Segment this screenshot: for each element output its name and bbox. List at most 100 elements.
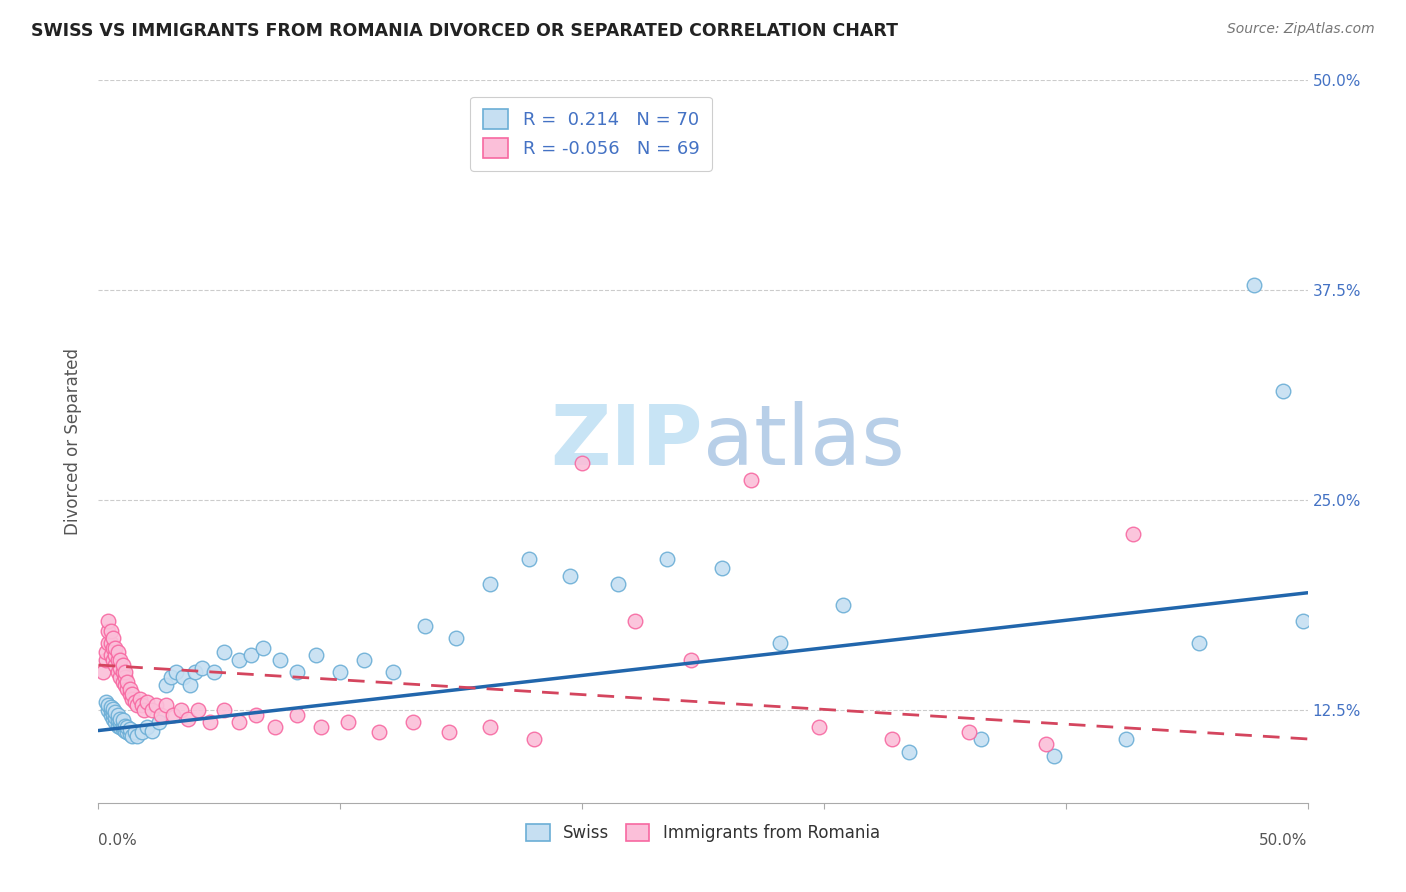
Point — [104, 715, 127, 730]
Point — [100, 636, 122, 650]
Point — [107, 653, 129, 667]
Point — [285, 708, 308, 723]
Point — [204, 665, 226, 679]
Point — [655, 552, 678, 566]
Point — [134, 703, 156, 717]
Point — [128, 691, 150, 706]
Point — [100, 708, 122, 723]
Point — [104, 705, 127, 719]
Point — [239, 648, 262, 662]
Point — [121, 729, 143, 743]
Point — [121, 691, 143, 706]
Point — [184, 665, 207, 679]
Point — [1035, 737, 1057, 751]
Point — [118, 727, 141, 741]
Point — [228, 715, 250, 730]
Point — [111, 714, 134, 728]
Point — [114, 670, 136, 684]
Point — [558, 569, 581, 583]
Point — [624, 615, 647, 629]
Point — [285, 665, 308, 679]
Point — [100, 648, 122, 662]
Point — [402, 715, 425, 730]
Point — [107, 708, 129, 723]
Point — [607, 577, 630, 591]
Point — [124, 725, 146, 739]
Point — [150, 708, 173, 723]
Point — [179, 678, 201, 692]
Point — [198, 715, 221, 730]
Point — [336, 715, 359, 730]
Point — [108, 712, 131, 726]
Point — [127, 729, 149, 743]
Point — [104, 658, 127, 673]
Point — [382, 665, 405, 679]
Point — [155, 698, 177, 713]
Point — [127, 698, 149, 713]
Point — [353, 653, 375, 667]
Point — [571, 456, 593, 470]
Point — [880, 731, 903, 746]
Point — [111, 658, 134, 673]
Point — [104, 641, 127, 656]
Point — [135, 720, 157, 734]
Point — [117, 725, 139, 739]
Point — [114, 723, 136, 738]
Point — [114, 678, 136, 692]
Point — [169, 703, 191, 717]
Point — [740, 473, 762, 487]
Point — [111, 674, 134, 689]
Text: SWISS VS IMMIGRANTS FROM ROMANIA DIVORCED OR SEPARATED CORRELATION CHART: SWISS VS IMMIGRANTS FROM ROMANIA DIVORCE… — [31, 22, 898, 40]
Point — [100, 703, 122, 717]
Point — [269, 653, 291, 667]
Point — [131, 698, 153, 713]
Point — [769, 636, 792, 650]
Point — [101, 641, 124, 656]
Point — [711, 560, 734, 574]
Point — [104, 710, 127, 724]
Point — [114, 718, 136, 732]
Point — [97, 624, 120, 639]
Point — [165, 665, 187, 679]
Point — [368, 725, 391, 739]
Point — [101, 631, 124, 645]
Point — [117, 681, 139, 696]
Point — [108, 670, 131, 684]
Point — [107, 644, 129, 658]
Legend: Swiss, Immigrants from Romania: Swiss, Immigrants from Romania — [520, 817, 886, 848]
Point — [228, 653, 250, 667]
Point — [148, 715, 170, 730]
Text: 50.0%: 50.0% — [1260, 833, 1308, 848]
Point — [91, 665, 114, 679]
Point — [808, 720, 831, 734]
Point — [94, 695, 117, 709]
Point — [97, 615, 120, 629]
Point — [101, 712, 124, 726]
Point — [108, 653, 131, 667]
Text: Source: ZipAtlas.com: Source: ZipAtlas.com — [1227, 22, 1375, 37]
Point — [114, 665, 136, 679]
Point — [131, 725, 153, 739]
Point — [1122, 527, 1144, 541]
Text: atlas: atlas — [703, 401, 904, 482]
Point — [1292, 615, 1315, 629]
Text: ZIP: ZIP — [551, 401, 703, 482]
Point — [94, 644, 117, 658]
Point — [121, 687, 143, 701]
Point — [413, 619, 436, 633]
Point — [252, 641, 274, 656]
Point — [155, 678, 177, 692]
Point — [141, 703, 163, 717]
Point — [111, 718, 134, 732]
Point — [479, 577, 502, 591]
Point — [141, 723, 163, 738]
Point — [309, 720, 332, 734]
Point — [1243, 278, 1265, 293]
Point — [118, 681, 141, 696]
Point — [94, 653, 117, 667]
Point — [124, 695, 146, 709]
Point — [101, 706, 124, 721]
Point — [329, 665, 352, 679]
Point — [212, 703, 235, 717]
Point — [191, 661, 214, 675]
